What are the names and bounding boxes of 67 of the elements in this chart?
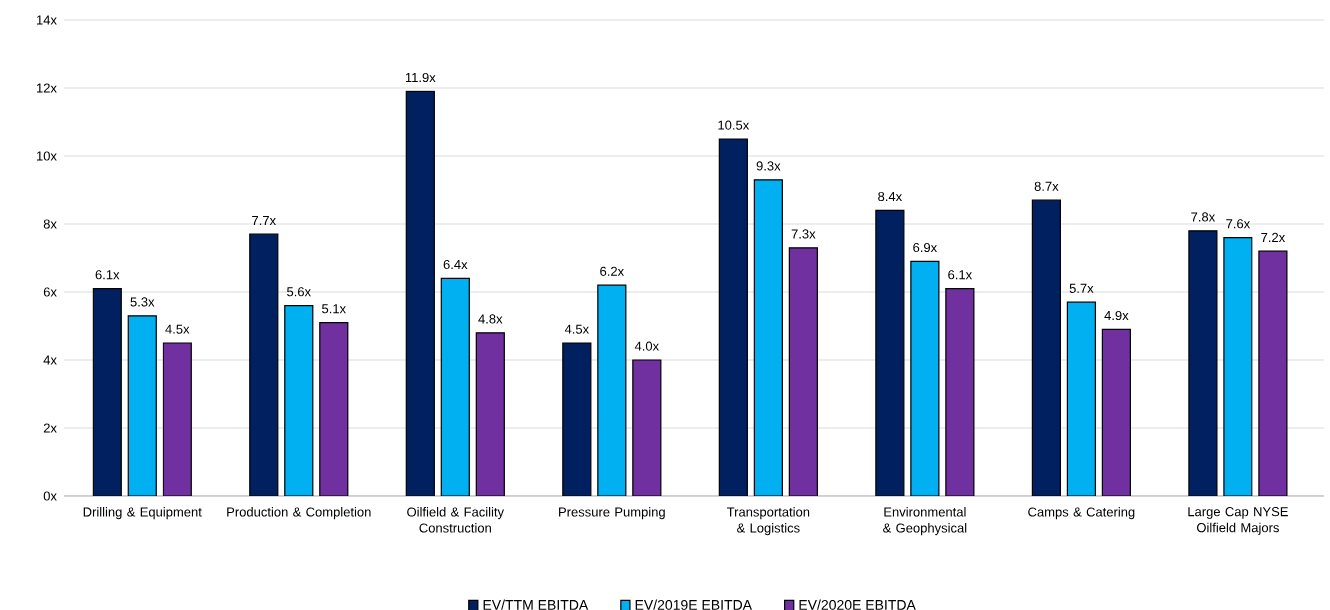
data-label: 5.3x	[130, 297, 155, 307]
x-tick-label: Oilfield & Facility Construction	[407, 507, 505, 533]
bar	[562, 342, 592, 496]
y-tick-label: 6x	[43, 287, 57, 297]
bar	[284, 304, 314, 496]
bar	[440, 277, 470, 496]
bar	[1031, 199, 1061, 496]
data-label: 10.5x	[718, 120, 750, 130]
bar	[753, 179, 783, 496]
data-label: 6.2x	[600, 266, 624, 276]
x-tick-label: Pressure Pumping	[559, 507, 665, 520]
x-tick-label: Large Cap NYSE Oilfield Majors	[1188, 507, 1288, 535]
data-label: 4.9x	[1104, 310, 1129, 321]
bar	[597, 284, 627, 496]
bar	[945, 287, 975, 496]
data-label: 5.7x	[1069, 283, 1094, 293]
bar	[632, 359, 662, 496]
bar	[718, 138, 748, 496]
y-tick-label: 8x	[43, 219, 57, 229]
legend-label: EV/TTM EBITDA	[483, 599, 589, 610]
data-label: 7.3x	[791, 229, 816, 239]
bar	[249, 233, 279, 496]
bar	[910, 260, 940, 496]
y-tick-label: 14x	[36, 15, 57, 25]
bar	[92, 287, 122, 496]
bar	[1223, 236, 1253, 496]
bar	[127, 315, 157, 496]
y-tick-label: 0x	[43, 491, 57, 501]
data-label: 7.2x	[1261, 232, 1286, 242]
x-tick-label: Production & Completion	[227, 507, 371, 520]
data-label: 11.9x	[405, 72, 436, 83]
data-label: 4.5x	[564, 324, 589, 334]
x-tick-label: Camps & Catering	[1028, 507, 1135, 520]
bar	[405, 90, 435, 496]
bar	[1188, 230, 1218, 496]
data-label: 7.8x	[1191, 212, 1216, 222]
data-label: 6.9x	[913, 242, 938, 253]
x-tick-label: Transportation & Logistics	[726, 507, 810, 536]
data-label: 4.5x	[165, 324, 190, 334]
y-tick-label: 4x	[43, 355, 57, 365]
data-label: 9.3x	[756, 161, 781, 171]
data-label: 4.8x	[478, 314, 503, 324]
data-label: 7.6x	[1226, 219, 1251, 229]
bar	[1101, 328, 1131, 496]
data-label: 6.4x	[443, 259, 468, 270]
y-tick-label: 2x	[43, 423, 57, 433]
legend-label: EV/2019E EBITDA	[635, 599, 753, 610]
x-tick-label: Drilling & Equipment	[83, 507, 202, 520]
data-label: 5.1x	[322, 304, 346, 314]
data-label: 5.6x	[287, 287, 311, 297]
data-label: 7.7x	[252, 215, 276, 225]
data-label: 8.4x	[878, 191, 903, 202]
bar	[788, 247, 818, 496]
y-tick-label: 12x	[36, 83, 57, 93]
bar	[1258, 250, 1288, 496]
data-label: 4.0x	[634, 341, 659, 351]
data-label: 6.1x	[948, 270, 973, 280]
bar	[319, 321, 349, 496]
y-tick-label: 10x	[36, 151, 57, 161]
data-label: 6.1x	[95, 270, 120, 280]
bar	[1066, 301, 1096, 496]
bar	[162, 342, 192, 496]
legend-label: EV/2020E EBITDA	[799, 599, 916, 610]
bar	[475, 332, 505, 496]
x-tick-label: Environmental & Geophysical	[883, 507, 967, 536]
data-label: 8.7x	[1034, 181, 1059, 191]
bar	[875, 209, 905, 496]
